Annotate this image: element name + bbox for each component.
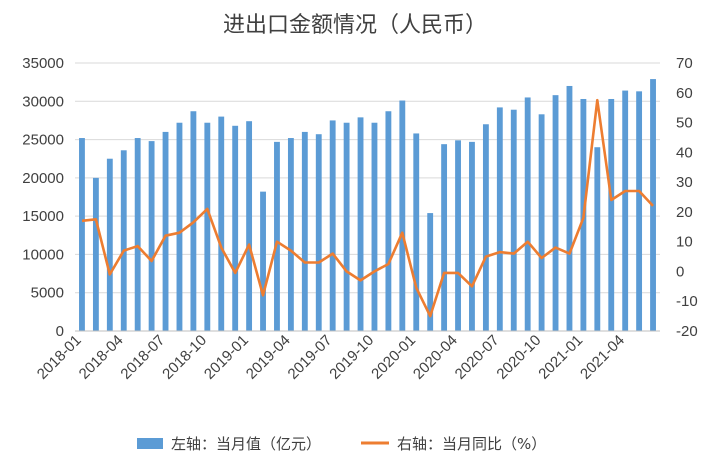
y-left-tick-label: 10000 <box>22 246 64 263</box>
bar <box>176 122 183 332</box>
x-tick-label: 2018-04 <box>76 332 127 383</box>
legend-swatch-bars <box>137 438 163 449</box>
y-left-tick-label: 0 <box>56 323 64 340</box>
bar <box>232 125 239 331</box>
x-tick-label: 2021-04 <box>577 332 628 383</box>
x-tick-label: 2020-10 <box>493 332 544 383</box>
y-right-tick-label: -20 <box>676 323 698 340</box>
y-left-tick-label: 5000 <box>31 285 64 302</box>
bar <box>79 138 85 331</box>
bar <box>204 122 211 332</box>
y-left-tick-label: 25000 <box>22 132 64 149</box>
x-tick-label: 2020-04 <box>410 332 461 383</box>
line-series <box>81 98 654 318</box>
y-axis-left: 0 5000 10000 15000 20000 25000 30000 35000 <box>22 55 64 340</box>
bar <box>301 131 308 331</box>
bar <box>469 141 475 331</box>
x-tick-label: 2019-01 <box>201 332 252 383</box>
bar <box>594 147 601 331</box>
bar <box>441 144 448 331</box>
bar <box>134 138 141 331</box>
bar <box>399 100 406 332</box>
gridlines <box>75 62 660 332</box>
bar <box>357 117 364 331</box>
bar <box>608 98 615 331</box>
bar <box>162 131 169 331</box>
y-right-tick-label: 10 <box>676 234 693 251</box>
y-right-tick-label: 0 <box>676 263 684 280</box>
bar <box>287 138 294 331</box>
bar <box>315 134 322 331</box>
x-axis: 2018-012018-042018-072018-102019-012019-… <box>34 330 660 383</box>
x-tick-label: 2019-10 <box>326 332 377 383</box>
bar <box>636 91 643 332</box>
bar <box>427 213 434 331</box>
x-tick-label: 2018-07 <box>117 332 168 383</box>
bar <box>413 133 420 331</box>
bar <box>496 107 503 331</box>
y-left-tick-label: 20000 <box>22 170 64 187</box>
bar <box>120 150 127 331</box>
y-right-tick-label: 30 <box>676 174 693 191</box>
bar <box>260 191 266 331</box>
x-tick-label: 2019-07 <box>285 332 336 383</box>
bar <box>385 111 392 332</box>
bar <box>622 90 629 332</box>
bar <box>510 109 517 331</box>
x-tick-label: 2019-04 <box>243 332 294 383</box>
y-right-tick-label: 70 <box>676 55 693 72</box>
bar <box>524 97 531 331</box>
chart-title: 进出口金额情况（人民币） <box>223 13 487 38</box>
bar <box>538 114 545 331</box>
bar <box>106 158 113 331</box>
legend: 左轴：当月值（亿元） 右轴：当月同比（%） <box>137 435 546 453</box>
x-tick-label: 2021-01 <box>535 332 586 383</box>
y-right-tick-label: 60 <box>676 85 693 102</box>
bar <box>329 120 336 331</box>
bar <box>246 121 253 332</box>
bar <box>566 85 573 331</box>
y-right-tick-label: 20 <box>676 204 693 221</box>
x-tick-label: 2018-10 <box>159 332 210 383</box>
y-right-tick-label: 50 <box>676 115 693 132</box>
bar <box>218 116 225 331</box>
bar <box>552 95 559 331</box>
legend-label-line: 右轴：当月同比（%） <box>397 435 546 453</box>
bar <box>371 122 378 332</box>
y-axis-right: -20 -10 0 10 20 30 40 50 60 70 <box>676 55 698 340</box>
bar <box>274 141 280 331</box>
bar <box>482 124 489 331</box>
x-tick-label: 2020-01 <box>368 332 419 383</box>
legend-label-bars: 左轴：当月值（亿元） <box>171 435 321 453</box>
bar <box>343 122 350 332</box>
line-series-path <box>81 98 654 318</box>
bar <box>148 141 155 331</box>
x-tick-label: 2020-07 <box>452 332 503 383</box>
y-left-tick-label: 35000 <box>22 55 64 72</box>
bar <box>92 177 99 331</box>
y-right-tick-label: 40 <box>676 144 693 161</box>
y-left-tick-label: 15000 <box>22 208 64 225</box>
y-right-tick-label: -10 <box>676 293 698 310</box>
bar <box>455 140 461 331</box>
y-left-tick-label: 30000 <box>22 93 64 110</box>
